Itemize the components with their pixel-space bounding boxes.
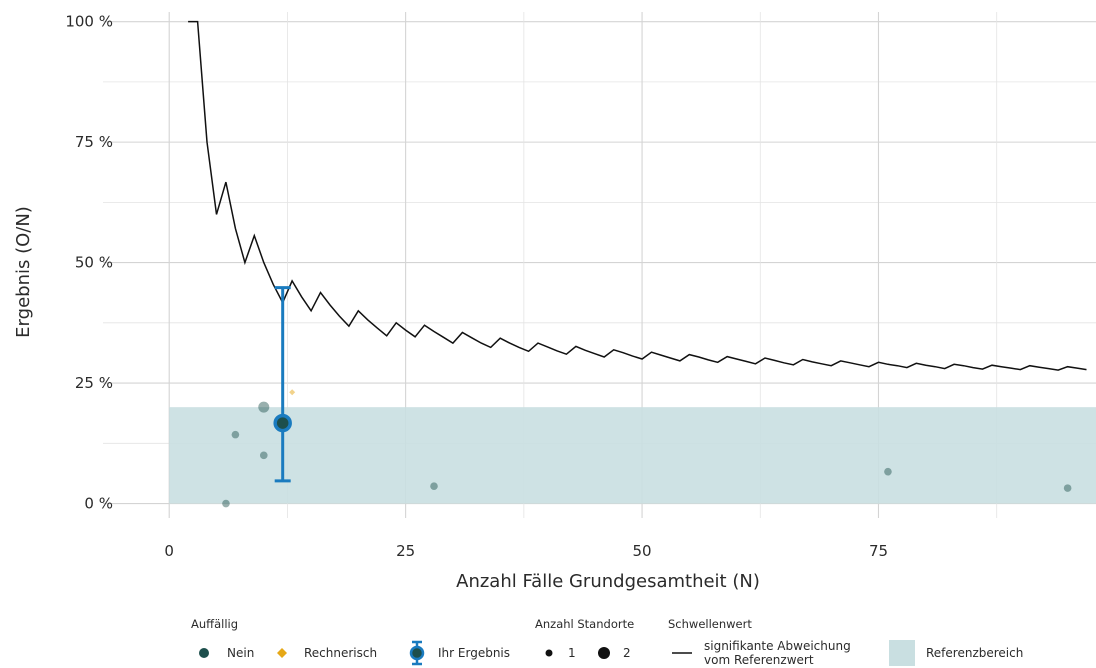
threshold-line (188, 20, 1087, 371)
legend-referenzbereich-label: Referenzbereich (926, 646, 1023, 660)
data-point-nein (430, 482, 438, 490)
reference-range-band (169, 407, 1096, 504)
legend-nein-marker (199, 648, 209, 658)
legend-standorte-1-label: 1 (568, 646, 576, 660)
x-tick-label: 75 (869, 542, 888, 560)
data-point-nein (259, 451, 268, 460)
legend-standorte-1-marker (545, 649, 553, 657)
legend-rechnerisch-marker (277, 648, 287, 658)
data-point-nein (884, 467, 892, 476)
y-tick-label: 50 % (75, 254, 113, 272)
legend-ihr-ergebnis-label: Ihr Ergebnis (438, 646, 510, 660)
legend-title-schwellenwert: Schwellenwert (668, 617, 752, 631)
data-point-nein (231, 430, 240, 439)
legend-referenzbereich-marker (889, 640, 915, 666)
own-result-layer (273, 286, 292, 483)
y-tick-label: 25 % (75, 374, 113, 392)
legend-title-auffaellig: Auffällig (191, 617, 238, 631)
data-point-nein (258, 401, 270, 413)
own-result-point (273, 413, 292, 433)
y-axis-title: Ergebnis (O/N) (13, 206, 34, 338)
data-point-nein (222, 499, 230, 508)
y-tick-label: 100 % (65, 13, 113, 31)
legend-rechnerisch-label: Rechnerisch (304, 646, 377, 660)
legend-schwellenwert-label-2: vom Referenzwert (704, 653, 814, 667)
x-tick-label: 50 (633, 542, 652, 560)
legend: Auffällig Nein Rechnerisch Ihr Ergebnis … (191, 617, 1023, 667)
axis-ticks: 0 % 25 % 50 % 75 % 100 % 0 25 50 75 (65, 13, 888, 560)
legend-nein-label: Nein (227, 646, 254, 660)
x-axis-title: Anzahl Fälle Grundgesamtheit (N) (456, 571, 760, 592)
x-tick-label: 25 (396, 542, 415, 560)
points-layer (222, 389, 1072, 508)
legend-schwellenwert-label-1: signifikante Abweichung (704, 639, 851, 653)
legend-standorte-2-marker (598, 647, 610, 659)
data-point-rechnerisch (289, 389, 296, 396)
y-tick-label: 0 % (84, 495, 113, 513)
data-point-nein (1063, 484, 1072, 492)
threshold-layer (188, 20, 1087, 371)
legend-ihr-ergebnis-marker (409, 640, 425, 666)
y-tick-label: 75 % (75, 133, 113, 151)
legend-standorte-2-label: 2 (623, 646, 631, 660)
reference-range-layer (169, 407, 1096, 504)
x-tick-label: 0 (164, 542, 174, 560)
legend-title-standorte: Anzahl Standorte (535, 617, 634, 631)
